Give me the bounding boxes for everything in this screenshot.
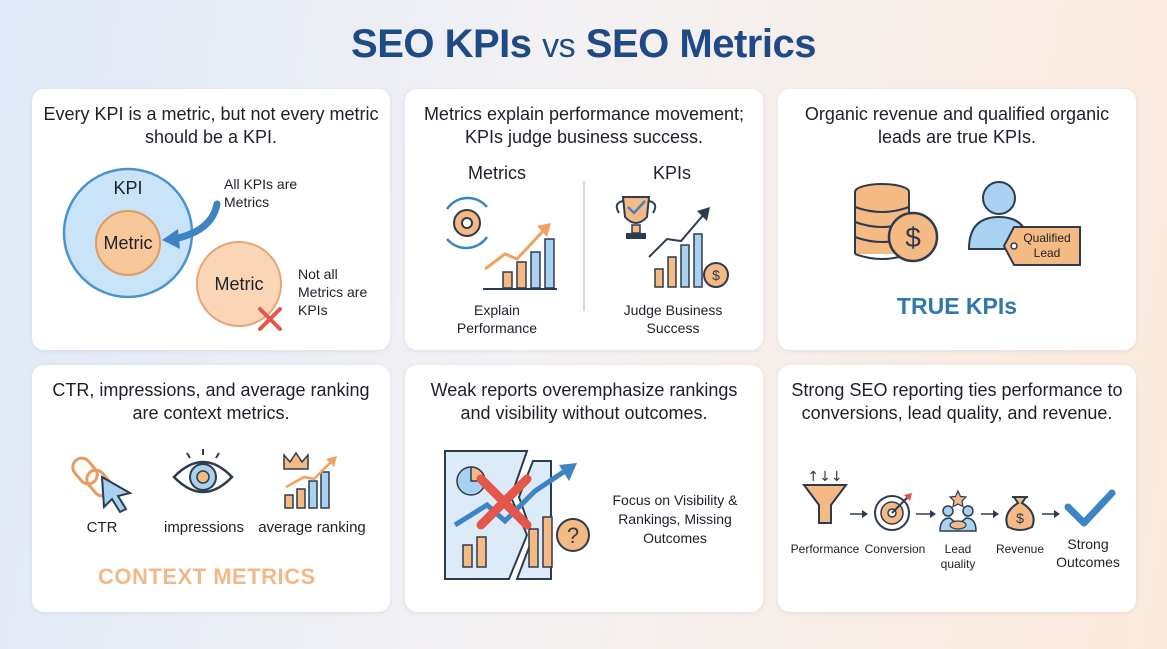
svg-text:?: ? [567,523,579,548]
gear-icon [445,196,489,250]
card-heading: CTR, impressions, and average ranking ar… [52,380,370,423]
crown-chart-icon [283,451,337,509]
card-strong-reporting: Strong SEO reporting ties performance to… [778,365,1136,612]
weak-report-illustration: ? [444,450,590,580]
metrics-kpis-illustration: $ [445,181,729,311]
bar-chart-icon [483,223,557,290]
metrics-caption: Explain Performance [456,302,538,336]
kpis-title: KPIs [652,163,691,183]
card-heading: Metrics explain performance movement; KP… [423,104,745,147]
card-heading: Weak reports overemphasize rankings and … [430,380,738,423]
card-metrics-vs-kpis: Metrics explain performance movement; KP… [405,89,763,350]
ctr-label: CTR [86,519,118,536]
metric-inner-label: Metric [103,233,153,253]
red-x-icon [476,474,532,530]
card-context-metrics: CTR, impressions, and average ranking ar… [32,365,390,612]
trophy-icon [615,196,657,239]
card-true-kpis: Organic revenue and qualified organic le… [778,89,1136,350]
target-icon [874,493,912,531]
weak-report-caption: Focus on Visibility & Rankings, Missing … [612,492,738,546]
svg-text:$: $ [1016,510,1024,526]
revenue-leads-illustration: $ [854,181,1081,266]
step-performance: Performance [790,542,860,556]
note-not-all: Not all Metrics are KPIs [298,266,368,318]
handshake-star-icon [939,489,977,532]
step-lead-quality: Lead quality [940,542,976,571]
question-icon: ? [556,518,590,552]
eye-icon [172,449,234,494]
svg-text:$: $ [712,267,720,283]
arrow-right-icon [981,510,999,518]
metrics-title: Metrics [468,163,526,183]
card-heading: Every KPI is a metric, but not every met… [43,104,379,147]
funnel-icon: ↑↓↓ [802,469,848,524]
context-metrics-icons [71,449,337,514]
qualified-lead-tag-icon [1002,226,1081,266]
arrow-right-icon [1042,510,1060,518]
context-metrics-banner: CONTEXT METRICS [98,564,316,589]
card-heading: Organic revenue and qualified organic le… [804,104,1110,147]
impressions-label: impressions [163,519,245,536]
link-cursor-icon [71,456,133,514]
card-heading: Strong SEO reporting ties performance to… [791,380,1123,423]
arrow-right-icon [916,510,936,518]
card-weak-reports: Weak reports overemphasize rankings and … [405,365,763,612]
red-x-icon [258,307,282,331]
kpi-bar-chart-icon: $ [648,207,729,288]
money-bag-icon: $ [1005,496,1035,531]
svg-text:$: $ [905,222,921,253]
true-kpis-banner: TRUE KPIs [896,293,1018,319]
step-revenue: Revenue [995,542,1045,556]
card-kpi-vs-metric: Every KPI is a metric, but not every met… [32,89,390,350]
qualified-lead-label: Qualified Lead [1023,231,1071,260]
metric-outer-label: Metric [214,274,264,294]
coin-stack-icon: $ [854,183,939,263]
kpi-label: KPI [113,178,143,198]
kpis-caption: Judge Business Success [623,302,723,336]
page-title: SEO KPIs vs SEO Metrics [351,22,816,66]
note-all-kpis: All KPIs are Metrics [224,176,298,210]
step-conversion: Conversion [864,542,926,556]
svg-text:↑↓↓: ↑↓↓ [807,469,842,485]
average-ranking-label: average ranking [258,519,366,536]
arrow-right-icon [850,510,868,518]
step-strong-outcomes: Strong Outcomes [1056,536,1120,570]
reporting-flow: ↑↓↓ $ [802,469,1116,532]
venn-diagram [62,167,282,331]
checkmark-icon [1064,489,1116,527]
